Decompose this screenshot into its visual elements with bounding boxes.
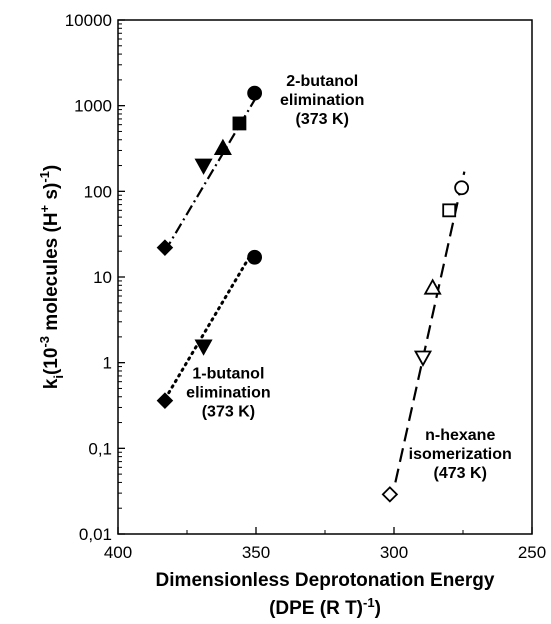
y-axis-title-plus: +	[37, 204, 52, 212]
y-tick-label: 10000	[65, 11, 112, 30]
series-2-point-square	[442, 203, 457, 218]
annotation-0-line-0: 2-butanol	[286, 73, 358, 90]
x-axis-title-end: )	[375, 598, 381, 619]
y-axis-title-close-exp: -1	[37, 171, 52, 183]
series-lines	[160, 90, 466, 483]
series-2-fit-line	[394, 171, 466, 483]
x-tick-label: 350	[242, 543, 270, 562]
series-0-point-square	[232, 116, 247, 131]
annotation-1-line-1: elimination	[186, 385, 270, 402]
y-axis-title-open: (10	[41, 348, 62, 375]
y-axis-title: ki(10-3 molecules (H+ s)-1)	[37, 165, 66, 389]
x-tick-label: 250	[518, 543, 546, 562]
annotation-1-line-0: 1-butanol	[192, 366, 264, 383]
series-1-point-diamond	[156, 392, 174, 409]
series-2-point-circle	[454, 180, 470, 196]
series-points	[156, 85, 470, 503]
series-2-point-diamond	[381, 486, 399, 503]
series-0-fit-line	[163, 90, 262, 252]
y-tick-label: 100	[84, 182, 112, 201]
annotation-2-line-2: (473 K)	[434, 465, 487, 482]
y-tick-label: 10	[93, 268, 112, 287]
axis-ticks: 400 350 300 250 0,01 0,1 1 10 100 1000 10000	[65, 11, 546, 562]
y-tick-label: 0,01	[79, 525, 112, 544]
y-axis-title-mid: molecules (H	[41, 212, 62, 336]
y-axis-title-close: )	[41, 165, 62, 171]
annotation-0-line-2: (373 K)	[296, 111, 349, 128]
annotation-1-line-2: (373 K)	[202, 404, 255, 421]
annotation-2-line-0: n-hexane	[425, 427, 495, 444]
y-axis-title-exp: -3	[37, 336, 52, 348]
x-axis-title-sup: -1	[363, 595, 375, 610]
y-tick-label: 0,1	[88, 439, 112, 458]
annotation-2-line-1: isomerization	[409, 446, 512, 463]
y-axis-title-k: k	[41, 378, 62, 389]
series-1-point-circle	[247, 249, 263, 265]
series-0-point-diamond	[156, 239, 174, 256]
x-tick-label: 300	[380, 543, 408, 562]
series-0-point-triangle-down	[194, 158, 213, 175]
series-2-point-triangle-up	[423, 278, 442, 295]
series-1-fit-line	[160, 253, 252, 406]
y-axis-title-s: s)	[41, 183, 62, 205]
x-tick-label: 400	[104, 543, 132, 562]
series-0-point-triangle-up	[213, 138, 232, 155]
y-tick-label: 1	[103, 354, 112, 373]
x-axis-title-line2: (DPE (R T)-1)	[269, 595, 381, 619]
series-1-point-triangle-down	[194, 339, 213, 356]
annotation-0-line-1: elimination	[280, 92, 364, 109]
y-axis-title-sub: i	[51, 375, 66, 379]
x-axis-title-base: (DPE (R T)	[269, 598, 363, 619]
series-2-point-triangle-down	[413, 350, 433, 367]
y-tick-label: 1000	[74, 97, 112, 116]
series-0-point-circle	[247, 85, 263, 101]
annotations: 2-butanol elimination (373 K) 1-butanol elim…	[186, 73, 512, 482]
x-axis-title-line1: Dimensionless Deprotonation Energy	[156, 570, 495, 591]
